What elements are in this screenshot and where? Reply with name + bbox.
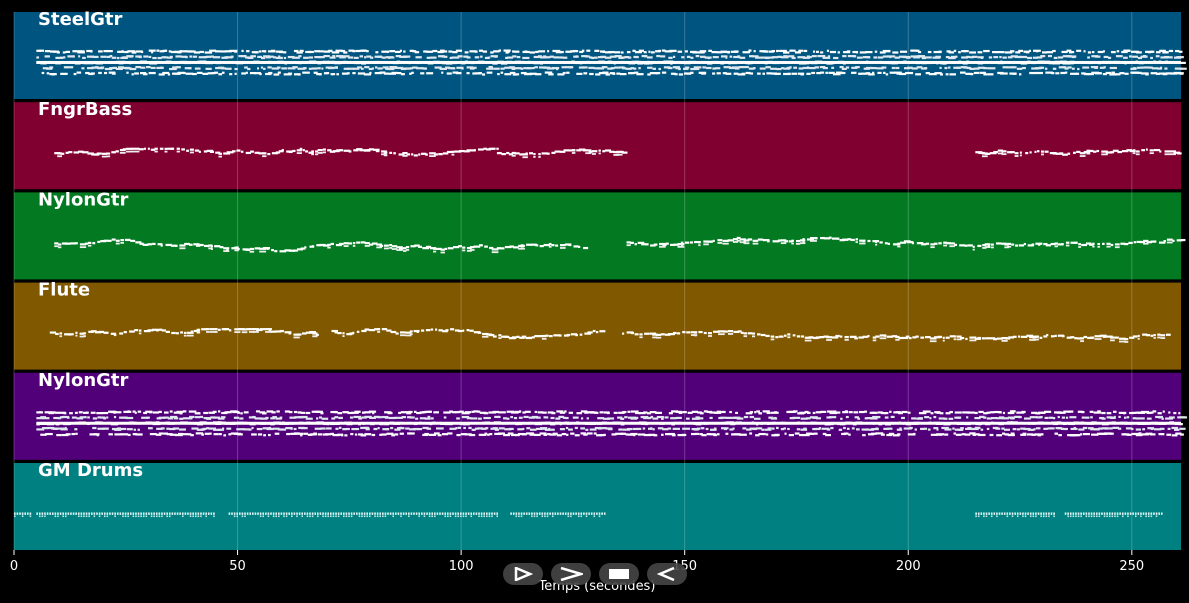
track-lane: [14, 102, 1181, 190]
play-button[interactable]: [503, 563, 543, 585]
track-lane: [14, 372, 1181, 460]
tick-label: 200: [896, 559, 921, 574]
tick-label: 50: [229, 559, 246, 574]
track-lane: [14, 282, 1181, 370]
track-notes: [36, 49, 1187, 76]
track-notes: [14, 512, 1163, 518]
track-notes: [54, 147, 1182, 159]
track-name: FngrBass: [38, 99, 132, 120]
forward-button[interactable]: [551, 563, 591, 585]
track-name: Flute: [38, 280, 90, 301]
track-lane: [14, 192, 1181, 280]
play-icon: [514, 567, 533, 581]
track-name: NylonGtr: [38, 189, 129, 210]
track-notes: [49, 328, 1171, 343]
track-name: SteelGtr: [38, 9, 123, 30]
forward-icon: [560, 567, 583, 581]
track-lane: [14, 463, 1181, 550]
track-notes: [54, 236, 1186, 254]
tick-label: 0: [10, 559, 18, 574]
stop-button[interactable]: [599, 563, 639, 585]
track-name: NylonGtr: [38, 370, 129, 391]
track-name: GM Drums: [38, 460, 143, 481]
track-notes: [36, 410, 1188, 437]
rewind-icon: [657, 567, 675, 581]
stop-icon: [609, 569, 629, 579]
tick-label: 100: [449, 559, 474, 574]
rewind-button[interactable]: [647, 563, 687, 585]
track-lane: [14, 12, 1181, 99]
tick-label: 250: [1119, 559, 1144, 574]
